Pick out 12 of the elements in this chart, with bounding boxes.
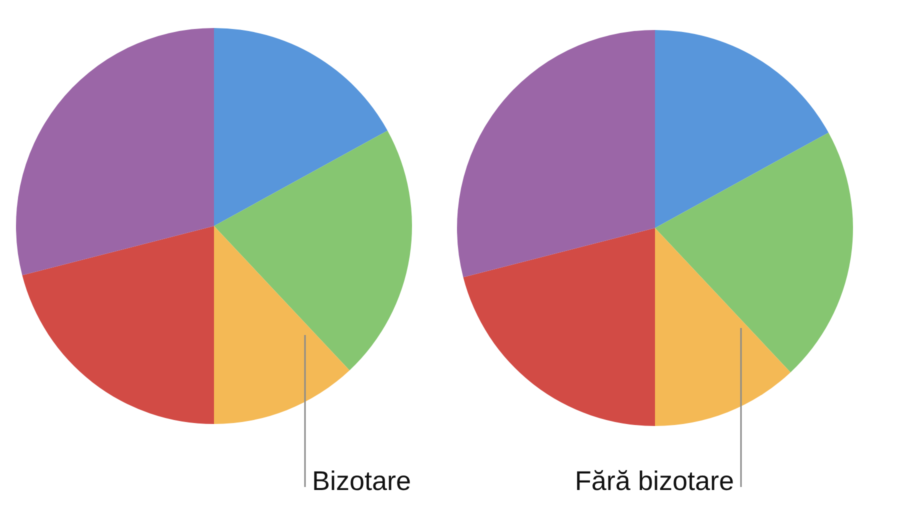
pie-slice xyxy=(457,30,655,278)
text: Fără bizotare xyxy=(574,466,734,496)
pie-slice xyxy=(655,228,791,426)
pie-slice xyxy=(655,30,829,228)
pie-slice xyxy=(22,226,214,424)
pie-slice xyxy=(214,226,350,424)
text: Bizotare xyxy=(312,466,412,496)
pie-slice xyxy=(463,228,655,426)
pie-slice xyxy=(214,130,412,370)
pie-slice xyxy=(16,28,214,276)
pie-slice xyxy=(214,28,388,226)
pie-slice xyxy=(655,132,853,372)
